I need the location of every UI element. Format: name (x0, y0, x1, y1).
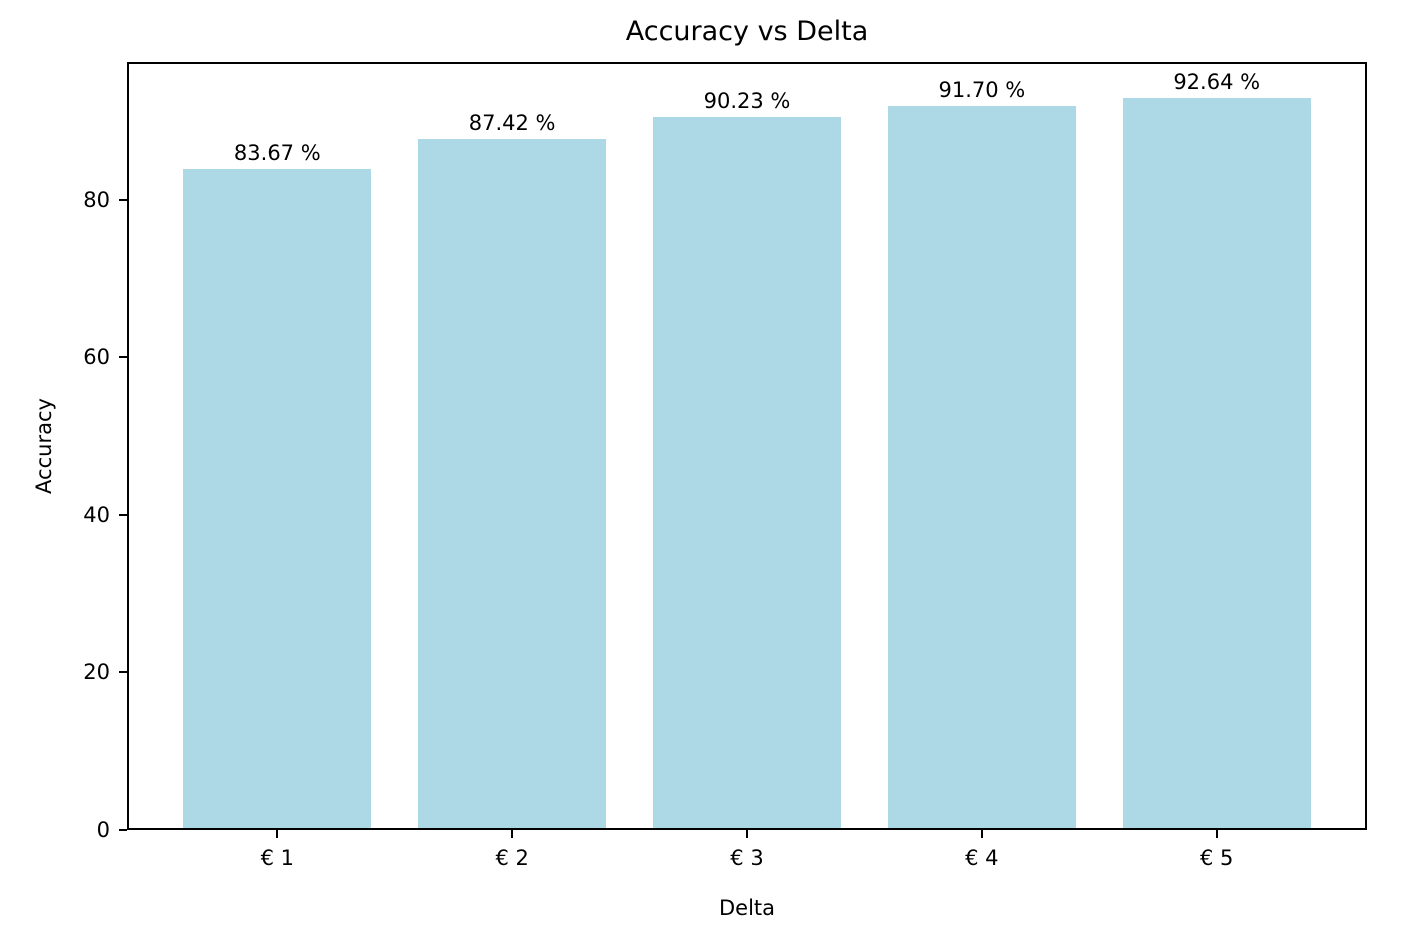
y-tick-label: 20 (83, 660, 110, 685)
x-tick-label: € 1 (260, 846, 294, 870)
plot-area (127, 62, 1367, 830)
bar-value-label: 83.67 % (233, 140, 321, 165)
x-tick-mark (746, 830, 748, 838)
y-tick-mark (119, 356, 127, 359)
x-tick-label: € 3 (730, 846, 764, 870)
x-tick-mark (276, 830, 279, 838)
bar-value-label: 87.42 % (468, 111, 556, 136)
bar (653, 117, 841, 828)
y-tick-label: 60 (83, 345, 110, 370)
x-axis-label: Delta (718, 896, 776, 920)
y-tick-mark (119, 513, 127, 516)
y-tick-mark (119, 829, 127, 831)
x-tick-mark (980, 830, 983, 838)
bar (183, 168, 372, 828)
x-tick-label: € 5 (1199, 846, 1234, 870)
bar (887, 105, 1076, 828)
bar (418, 139, 607, 828)
y-axis-label: Accuracy (32, 398, 56, 494)
x-tick-label: € 2 (495, 846, 529, 870)
y-tick-label: 0 (96, 818, 110, 842)
y-tick-mark (119, 198, 127, 201)
y-tick-label: 40 (83, 502, 110, 527)
chart-title: Accuracy vs Delta (625, 16, 869, 47)
x-tick-label: € 4 (965, 846, 999, 870)
x-tick-mark (1215, 830, 1218, 838)
x-tick-mark (511, 830, 514, 838)
y-tick-mark (119, 671, 127, 674)
bar (1122, 98, 1311, 828)
y-tick-label: 80 (83, 187, 110, 212)
bar-value-label: 92.64 % (1173, 70, 1261, 95)
bar-value-label: 91.70 % (938, 77, 1026, 102)
bar-value-label: 90.23 % (703, 89, 791, 114)
